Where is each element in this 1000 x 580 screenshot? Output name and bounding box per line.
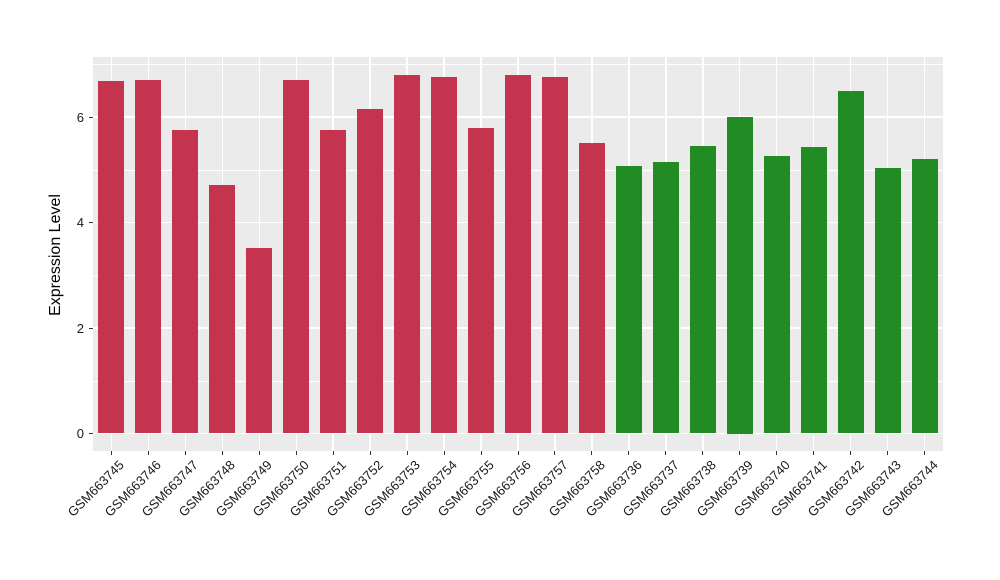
bar-GSM663757 xyxy=(541,76,568,434)
x-tick-mark xyxy=(480,451,482,455)
x-tick-mark xyxy=(110,451,112,455)
x-tick-mark xyxy=(369,451,371,455)
x-tick-mark xyxy=(443,451,445,455)
x-tick-mark xyxy=(258,451,260,455)
bar-GSM663758 xyxy=(578,142,605,434)
x-tick-mark xyxy=(554,451,556,455)
x-tick-mark xyxy=(221,451,223,455)
x-tick-mark xyxy=(517,451,519,455)
x-tick-mark xyxy=(850,451,852,455)
x-tick-mark xyxy=(147,451,149,455)
bar-GSM663740 xyxy=(763,156,790,434)
bar-GSM663745 xyxy=(98,80,125,434)
y-tick-label: 0 xyxy=(76,426,84,441)
bar-GSM663750 xyxy=(283,79,310,434)
bar-GSM663748 xyxy=(209,185,236,434)
x-tick-mark xyxy=(924,451,926,455)
y-tick-mark xyxy=(89,327,93,329)
bar-GSM663742 xyxy=(837,91,864,434)
x-tick-mark xyxy=(887,451,889,455)
bar-GSM663746 xyxy=(135,79,162,434)
y-tick-label: 6 xyxy=(76,109,84,125)
bar-GSM663744 xyxy=(911,158,938,434)
bar-GSM663743 xyxy=(874,167,901,434)
bar-GSM663751 xyxy=(320,129,347,434)
x-tick-mark xyxy=(332,451,334,455)
bar-GSM663739 xyxy=(726,117,753,434)
x-tick-mark xyxy=(702,451,704,455)
bar-GSM663749 xyxy=(246,248,273,434)
x-tick-mark xyxy=(184,451,186,455)
x-tick-mark xyxy=(591,451,593,455)
bar-GSM663738 xyxy=(689,146,716,434)
bar-GSM663741 xyxy=(800,147,827,434)
y-tick-mark xyxy=(89,116,93,118)
x-tick-mark xyxy=(628,451,630,455)
x-tick-mark xyxy=(776,451,778,455)
bar-GSM663736 xyxy=(615,165,642,434)
bar-GSM663747 xyxy=(172,129,199,434)
x-tick-mark xyxy=(295,451,297,455)
bar-GSM663755 xyxy=(468,127,495,434)
bar-GSM663753 xyxy=(394,74,421,434)
bar-GSM663752 xyxy=(357,109,384,434)
bar-GSM663754 xyxy=(431,76,458,434)
bar-GSM663756 xyxy=(505,74,531,434)
y-tick-label: 2 xyxy=(76,320,84,336)
x-tick-mark xyxy=(739,451,741,455)
y-tick-mark xyxy=(89,433,93,434)
bar-GSM663737 xyxy=(652,161,679,434)
x-tick-mark xyxy=(813,451,815,455)
x-tick-mark xyxy=(665,451,667,455)
y-tick-mark xyxy=(89,222,93,223)
y-tick-label: 4 xyxy=(76,215,84,230)
x-tick-mark xyxy=(406,451,408,455)
